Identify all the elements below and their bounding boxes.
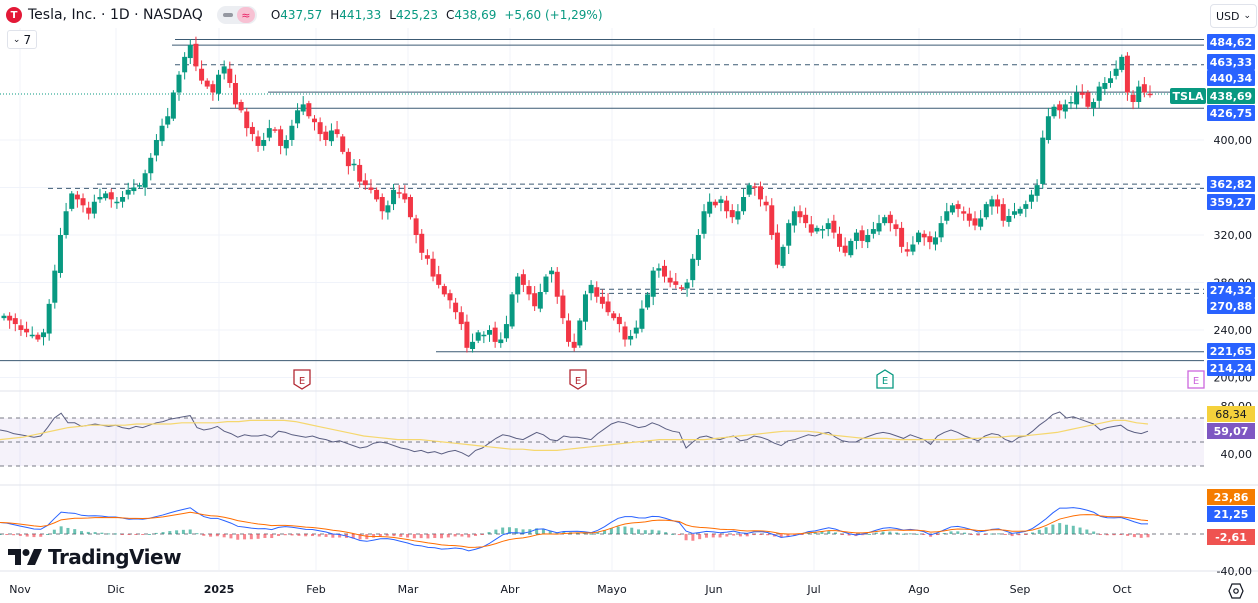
svg-text:240,00: 240,00 bbox=[1214, 324, 1253, 337]
indicators-collapse-button[interactable]: ⌄ 7 bbox=[7, 30, 37, 49]
svg-text:E: E bbox=[575, 376, 581, 387]
currency-select[interactable]: USD ⌄ bbox=[1210, 4, 1257, 28]
svg-text:68,34: 68,34 bbox=[1215, 408, 1247, 421]
ohlc-values: O437,57 H441,33 L425,23 C438,69 +5,60 (+… bbox=[270, 8, 603, 22]
svg-text:Jul: Jul bbox=[806, 583, 820, 596]
svg-text:Sep: Sep bbox=[1010, 583, 1031, 596]
svg-text:359,27: 359,27 bbox=[1210, 196, 1252, 209]
svg-text:221,65: 221,65 bbox=[1210, 345, 1252, 358]
svg-text:438,69: 438,69 bbox=[1210, 90, 1252, 103]
svg-text:E: E bbox=[882, 376, 888, 387]
svg-text:362,82: 362,82 bbox=[1210, 178, 1252, 191]
minus-icon bbox=[222, 13, 233, 17]
legend-header: T Tesla, Inc. · 1D · NASDAQ ≈ O437,57 H4… bbox=[6, 5, 603, 25]
low-value: 425,23 bbox=[395, 8, 438, 22]
svg-text:Oct: Oct bbox=[1112, 583, 1132, 596]
svg-text:463,33: 463,33 bbox=[1210, 56, 1252, 69]
tradingview-logo[interactable]: TradingView bbox=[8, 545, 182, 569]
svg-text:Mayo: Mayo bbox=[597, 583, 627, 596]
svg-text:Mar: Mar bbox=[398, 583, 419, 596]
svg-text:E: E bbox=[1193, 376, 1199, 387]
svg-text:TSLA: TSLA bbox=[1173, 90, 1204, 103]
svg-text:Abr: Abr bbox=[500, 583, 520, 596]
symbol-title[interactable]: Tesla, Inc. · 1D · NASDAQ bbox=[28, 7, 203, 23]
svg-text:274,32: 274,32 bbox=[1210, 284, 1252, 297]
indicator-count: 7 bbox=[23, 32, 32, 47]
svg-text:21,25: 21,25 bbox=[1214, 508, 1249, 521]
svg-text:270,88: 270,88 bbox=[1210, 300, 1252, 313]
visibility-toggle[interactable]: ≈ bbox=[216, 6, 257, 24]
svg-text:59,07: 59,07 bbox=[1214, 425, 1249, 438]
earnings-marker[interactable]: E bbox=[876, 369, 894, 389]
earnings-marker[interactable]: E bbox=[1187, 370, 1205, 389]
tesla-logo-icon: T bbox=[6, 7, 22, 23]
svg-text:214,24: 214,24 bbox=[1210, 362, 1253, 375]
change-value: +5,60 (+1,29%) bbox=[504, 8, 603, 22]
open-value: 437,57 bbox=[280, 8, 323, 22]
earnings-marker[interactable]: E bbox=[569, 369, 587, 390]
svg-text:426,75: 426,75 bbox=[1210, 107, 1252, 120]
settings-icon[interactable] bbox=[1228, 583, 1244, 603]
svg-text:Ago: Ago bbox=[908, 583, 930, 596]
approx-icon: ≈ bbox=[236, 7, 255, 23]
svg-text:320,00: 320,00 bbox=[1214, 229, 1253, 242]
brand-name: TradingView bbox=[48, 545, 182, 569]
svg-text:Jun: Jun bbox=[704, 583, 722, 596]
tradingview-logo-icon bbox=[8, 549, 42, 565]
chevron-down-icon: ⌄ bbox=[12, 34, 21, 45]
svg-text:484,62: 484,62 bbox=[1210, 36, 1252, 49]
svg-text:440,34: 440,34 bbox=[1210, 72, 1253, 85]
high-value: 441,33 bbox=[339, 8, 382, 22]
svg-text:Feb: Feb bbox=[306, 583, 325, 596]
svg-text:Dic: Dic bbox=[107, 583, 125, 596]
svg-text:-2,61: -2,61 bbox=[1215, 531, 1247, 544]
close-value: 438,69 bbox=[454, 8, 497, 22]
earnings-marker[interactable]: E bbox=[293, 369, 311, 390]
svg-text:23,86: 23,86 bbox=[1214, 491, 1249, 504]
chevron-down-icon: ⌄ bbox=[1243, 11, 1252, 21]
svg-text:400,00: 400,00 bbox=[1214, 134, 1253, 147]
svg-text:E: E bbox=[299, 376, 305, 387]
currency-label: USD bbox=[1215, 9, 1240, 23]
svg-text:-40,00: -40,00 bbox=[1217, 565, 1252, 578]
svg-text:Nov: Nov bbox=[9, 583, 31, 596]
svg-text:2025: 2025 bbox=[204, 583, 235, 596]
svg-text:40,00: 40,00 bbox=[1221, 448, 1253, 461]
